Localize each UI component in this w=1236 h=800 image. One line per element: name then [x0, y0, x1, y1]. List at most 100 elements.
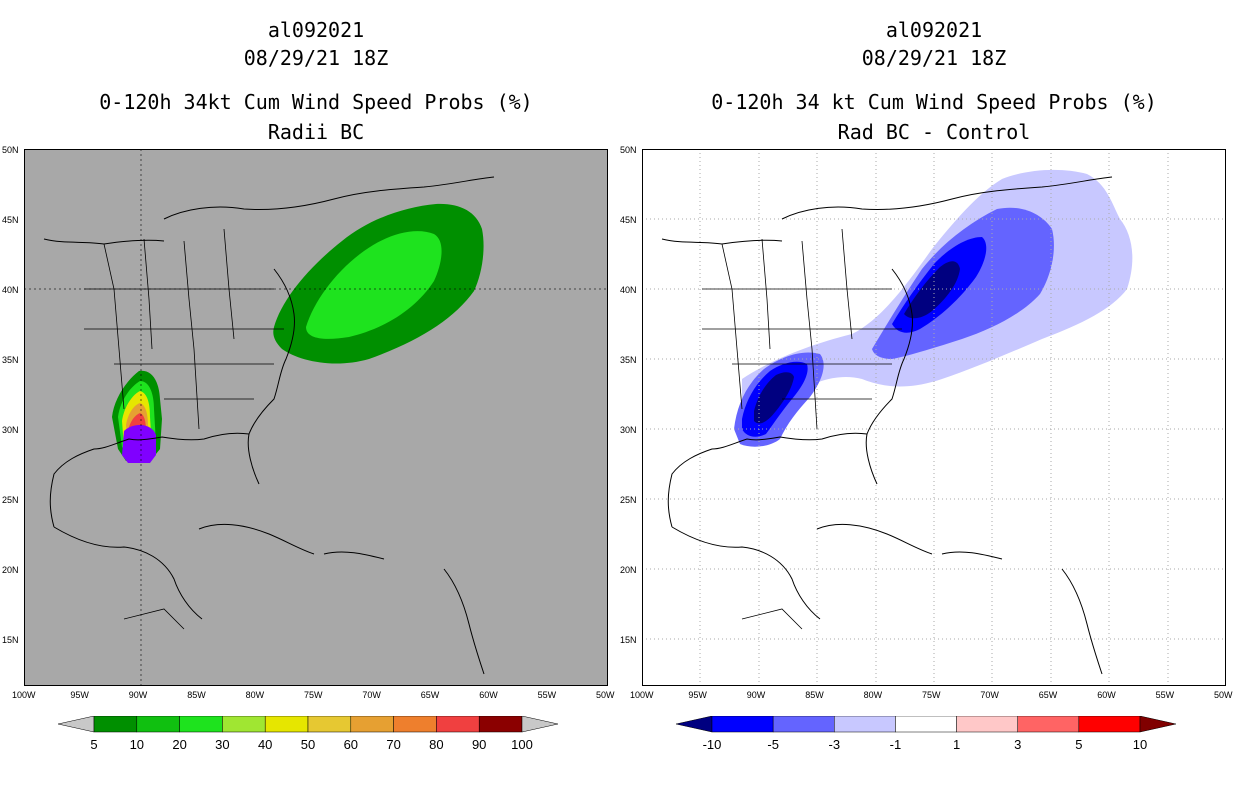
left-cb-swatch	[93, 716, 138, 733]
left-cb-label: 10	[129, 737, 145, 752]
left-cb-swatch	[136, 716, 180, 733]
right-coastlines	[661, 176, 1113, 675]
right-cb-label: -5	[767, 737, 779, 752]
lon-label: 95W	[70, 690, 89, 700]
lat-label: 30N	[2, 425, 19, 435]
lat-label: 25N	[620, 495, 637, 505]
left-cb-swatch	[393, 716, 437, 733]
left-cb-label: 80	[429, 737, 444, 752]
lat-label: 40N	[2, 285, 19, 295]
left-cb-label: 40	[257, 737, 273, 752]
right-title-subtitle: Rad BC - Control	[837, 120, 1031, 144]
lat-label: 25N	[2, 495, 19, 505]
right-cb-swatch	[711, 716, 774, 733]
lon-label: 70W	[980, 690, 999, 700]
right-cb-label: -3	[828, 737, 841, 752]
right-cb-right-arrow	[1139, 716, 1176, 733]
left-title-subtitle: Radii BC	[267, 120, 365, 144]
lon-label: 85W	[805, 690, 824, 700]
right-cb-label: -10	[702, 737, 722, 752]
left-cb-label: 90	[471, 737, 487, 752]
lat-label: 45N	[620, 215, 637, 225]
right-colorbar	[676, 716, 1176, 733]
lon-label: 80W	[245, 690, 265, 700]
left-cb-label: 50	[300, 737, 316, 752]
left-map-background	[24, 149, 608, 686]
right-cb-label: 10	[1132, 737, 1148, 752]
right-map	[642, 149, 1226, 686]
right-map-frame	[642, 149, 1226, 686]
lat-label: 35N	[620, 355, 637, 365]
lat-label: 30N	[620, 425, 637, 435]
left-gridlines	[24, 149, 608, 686]
left-cb-swatch	[350, 716, 394, 733]
lon-label: 90W	[746, 690, 766, 700]
right-cb-label: 5	[1075, 737, 1083, 752]
right-title-product: 0-120h 34 kt Cum Wind Speed Probs (%)	[711, 90, 1157, 114]
lat-label: 35N	[2, 355, 19, 365]
lat-label: 20N	[620, 565, 637, 575]
left-swath-gulf-100	[122, 425, 156, 463]
right-cb-swatch	[1017, 716, 1080, 733]
left-map	[24, 149, 608, 686]
left-cb-label: 100	[511, 737, 533, 752]
lon-label: 55W	[537, 690, 557, 700]
lon-label: 65W	[420, 690, 440, 700]
left-cb-label: 70	[386, 737, 401, 752]
lon-label: 90W	[128, 690, 148, 700]
lon-label: 85W	[187, 690, 206, 700]
lon-label: 75W	[922, 690, 941, 700]
lon-label: 70W	[362, 690, 381, 700]
left-cb-label: 5	[90, 737, 98, 752]
lat-label: 50N	[620, 145, 637, 155]
left-cb-swatch	[436, 716, 480, 733]
lat-label: 40N	[620, 285, 637, 295]
left-cb-label: 30	[215, 737, 230, 752]
right-cb-left-arrow	[676, 716, 713, 733]
left-map-frame	[24, 149, 608, 686]
right-cb-swatch	[956, 716, 1018, 733]
lon-label: 60W	[1097, 690, 1116, 700]
lon-label: 75W	[304, 690, 323, 700]
right-cb-swatch	[772, 716, 835, 733]
lon-label: 65W	[1038, 690, 1058, 700]
lat-label: 20N	[2, 565, 19, 575]
left-colorbar	[58, 716, 558, 733]
lat-label: 15N	[620, 635, 637, 645]
lon-label: 50W	[1214, 690, 1233, 700]
lon-label: 50W	[596, 690, 615, 700]
left-borders	[84, 228, 284, 630]
left-cb-label: 20	[172, 737, 187, 752]
right-gulf-minus10	[754, 372, 794, 424]
right-cb-swatch	[1078, 716, 1141, 733]
right-title-storm: al092021	[885, 18, 983, 42]
right-swath-minus10	[904, 261, 960, 319]
left-title-product: 0-120h 34kt Cum Wind Speed Probs (%)	[99, 90, 533, 114]
right-cb-label: 1	[952, 737, 961, 752]
left-cb-label: 60	[343, 737, 359, 752]
right-title-date: 08/29/21 18Z	[861, 46, 1007, 70]
lon-label: 55W	[1155, 690, 1175, 700]
right-cb-swatch	[834, 716, 896, 733]
left-cb-right-arrow	[521, 716, 558, 733]
lon-label: 60W	[479, 690, 498, 700]
lat-label: 45N	[2, 215, 19, 225]
left-title-storm: al092021	[267, 18, 365, 42]
left-cb-swatch	[222, 716, 266, 733]
left-cb-swatch	[264, 716, 309, 733]
lat-label: 50N	[2, 145, 19, 155]
left-title-date: 08/29/21 18Z	[243, 46, 389, 70]
left-cb-swatch	[307, 716, 352, 733]
left-swath-10pct	[306, 231, 442, 339]
right-borders	[702, 228, 902, 630]
left-cb-swatch	[179, 716, 223, 733]
lon-label: 80W	[863, 690, 883, 700]
left-cb-swatch	[478, 716, 523, 733]
left-cb-left-arrow	[58, 716, 95, 733]
lat-label: 15N	[2, 635, 19, 645]
left-coastlines	[43, 176, 495, 675]
lon-label: 100W	[630, 690, 654, 700]
right-cb-label: 3	[1014, 737, 1022, 752]
right-cb-label: -1	[889, 737, 902, 752]
right-cb-swatch	[895, 716, 957, 733]
